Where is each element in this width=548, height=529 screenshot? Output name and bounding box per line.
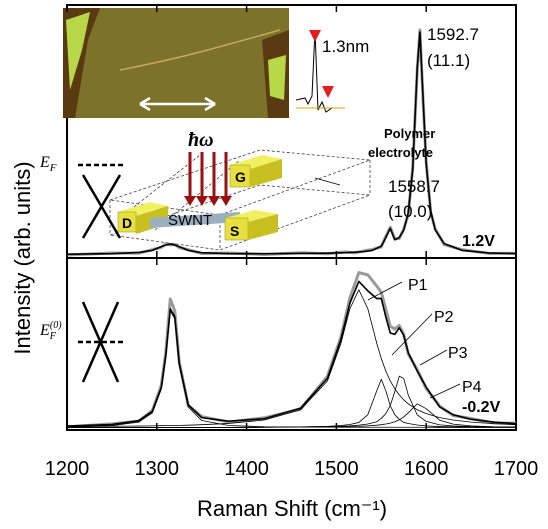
device-label: D bbox=[122, 215, 132, 231]
afm-image bbox=[63, 8, 289, 118]
component-line bbox=[66, 289, 517, 427]
bottom-frame bbox=[66, 257, 517, 431]
fermi-sub: F bbox=[49, 162, 57, 174]
component-line bbox=[66, 310, 516, 428]
x-axis-title: Raman Shift (cm⁻¹) bbox=[197, 496, 387, 521]
fermi-label: EF bbox=[39, 154, 57, 174]
fermi-label: EF(0) bbox=[39, 320, 62, 342]
x-tick-label: 1600 bbox=[404, 458, 449, 480]
device-label: G bbox=[235, 169, 246, 185]
device-label: S bbox=[230, 223, 239, 239]
leader bbox=[314, 177, 341, 186]
photon-label: ħω bbox=[188, 129, 214, 151]
voltage-label: 1.2V bbox=[462, 233, 495, 250]
electrolyte-label: electrolyte bbox=[368, 145, 433, 160]
component-leaders bbox=[367, 281, 461, 399]
voltage-label: -0.2V bbox=[462, 399, 501, 416]
component-line bbox=[67, 375, 517, 428]
x-tick-label: 1200 bbox=[45, 458, 90, 480]
device-label: SWNT bbox=[168, 212, 212, 229]
fit-line bbox=[66, 31, 517, 256]
peak-label: (10.0) bbox=[388, 202, 432, 221]
component-label: P1 bbox=[408, 277, 428, 294]
x-tick-label: 1700 bbox=[494, 458, 539, 480]
component-label: P4 bbox=[462, 379, 482, 396]
inset-label: 1.3nm bbox=[322, 37, 369, 56]
fermi-base: E bbox=[39, 154, 50, 171]
x-tick-label: 1500 bbox=[314, 458, 359, 480]
fermi-sub: F bbox=[49, 331, 57, 342]
peak-label: 1592.7 bbox=[427, 25, 479, 44]
fermi-sup: (0) bbox=[50, 320, 62, 331]
dirac-cone bbox=[78, 163, 125, 383]
x-tick-label: 1400 bbox=[224, 458, 269, 480]
peak-label: (11.1) bbox=[427, 51, 470, 70]
component-line bbox=[67, 403, 517, 428]
photon-arrows bbox=[184, 152, 232, 206]
fermi-base: E bbox=[39, 322, 50, 339]
height-profile bbox=[295, 29, 345, 113]
electrolyte-label: Polymer bbox=[384, 126, 435, 141]
peak-label: 1558.7 bbox=[388, 177, 440, 196]
electrodes bbox=[117, 155, 282, 241]
component-label: P3 bbox=[448, 345, 468, 362]
x-tick-label: 1300 bbox=[135, 458, 180, 480]
component-label: P2 bbox=[434, 309, 454, 326]
y-axis-title: Intensity (arb. units) bbox=[10, 161, 35, 354]
